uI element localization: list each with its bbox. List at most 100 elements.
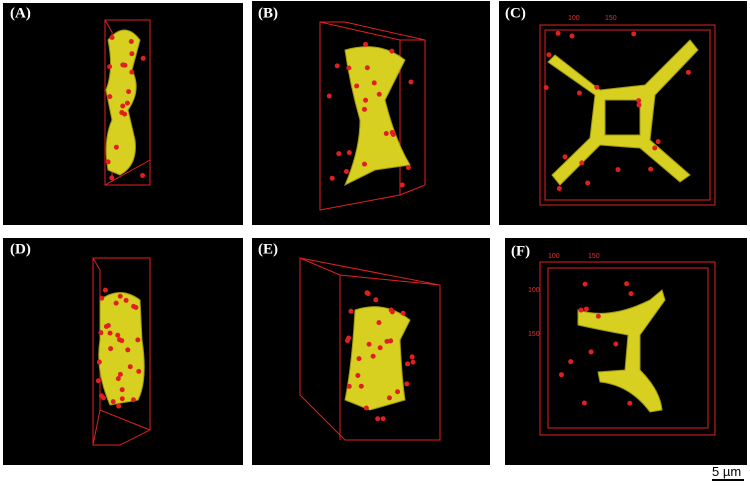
red-dot (119, 110, 125, 116)
red-dot (624, 281, 630, 287)
red-dot (594, 84, 600, 90)
red-dots (95, 30, 691, 422)
red-dot (404, 381, 410, 387)
red-dot (103, 323, 109, 329)
red-dot (375, 416, 381, 422)
panel-label: (A) (10, 6, 31, 22)
red-dot (569, 33, 575, 39)
axis-tick: 100 (528, 287, 540, 294)
red-dot (119, 396, 125, 402)
axis-tick: 100 (568, 15, 580, 22)
red-dot (131, 303, 137, 309)
red-dot (115, 376, 121, 382)
red-dot (685, 69, 691, 75)
red-dot (127, 364, 133, 370)
red-dot (326, 93, 332, 99)
red-dot (556, 185, 562, 191)
red-dot (371, 80, 377, 86)
red-dot (582, 281, 588, 287)
red-dot (117, 371, 123, 377)
red-dot (115, 332, 121, 338)
red-dot (361, 106, 367, 112)
axis-tick: 150 (588, 253, 600, 260)
red-dot (376, 91, 382, 97)
red-dot (377, 345, 383, 351)
red-dot (344, 338, 350, 344)
red-dot (107, 64, 113, 70)
red-dot (389, 309, 395, 315)
red-dot (583, 306, 589, 312)
red-dot (100, 395, 106, 401)
red-dot (579, 160, 585, 166)
red-dot (373, 297, 379, 303)
red-dot (405, 165, 411, 171)
panel-f (505, 238, 747, 465)
red-dot (346, 150, 352, 156)
red-dot (346, 383, 352, 389)
axis-tick: 100 (548, 253, 560, 260)
red-dot (581, 400, 587, 406)
red-dot (365, 291, 371, 297)
red-dot (384, 338, 390, 344)
red-dot (578, 307, 584, 313)
red-dot (585, 180, 591, 186)
red-dot (129, 51, 135, 57)
red-dot (126, 89, 132, 95)
red-dot (124, 100, 130, 106)
red-dot (555, 30, 561, 36)
red-dot (388, 338, 394, 344)
red-dot (354, 83, 360, 89)
red-dot (648, 166, 654, 172)
render-c (539, 24, 716, 206)
panel-label: (D) (10, 242, 31, 258)
red-dot (628, 291, 634, 297)
red-dot (116, 403, 122, 409)
render-f (539, 261, 716, 436)
red-dot (588, 349, 594, 355)
red-dot (655, 139, 661, 145)
red-dot (119, 387, 125, 393)
red-dot (125, 347, 131, 353)
red-dot (109, 35, 115, 41)
red-dot (615, 167, 621, 173)
red-dot (631, 31, 637, 37)
red-dot (96, 359, 102, 365)
red-dot (558, 372, 564, 378)
red-dot (364, 65, 370, 71)
red-dot (120, 62, 126, 68)
red-dot (128, 38, 134, 44)
red-dot (346, 65, 352, 71)
red-dot (120, 103, 126, 109)
red-dot (98, 330, 104, 336)
red-dot (370, 353, 376, 359)
red-dot (105, 159, 111, 165)
panel-label: (E) (258, 242, 278, 258)
axis-tick: 150 (528, 331, 540, 338)
red-dot (343, 168, 349, 174)
panel-label: (B) (258, 6, 278, 22)
red-dot (108, 346, 114, 352)
red-dot (355, 372, 361, 378)
axis-tick: 150 (605, 15, 617, 22)
red-dot (109, 175, 115, 181)
red-dot (636, 102, 642, 108)
red-dot (613, 341, 619, 347)
panel-label: (C) (505, 6, 526, 22)
scale-bar-label: 5 µm (712, 464, 741, 479)
red-dot (102, 287, 108, 293)
red-dot (334, 63, 340, 69)
red-dot (380, 416, 386, 422)
red-dot (329, 175, 335, 181)
red-dot (107, 94, 113, 100)
red-dot (113, 300, 119, 306)
red-dot (99, 295, 105, 301)
red-dot (408, 79, 414, 85)
red-dot (409, 354, 415, 360)
render-b (319, 21, 426, 211)
red-dot (410, 359, 416, 365)
red-dot (363, 97, 369, 103)
red-dot (129, 69, 135, 75)
red-dot (576, 90, 582, 96)
red-dot (361, 161, 367, 167)
